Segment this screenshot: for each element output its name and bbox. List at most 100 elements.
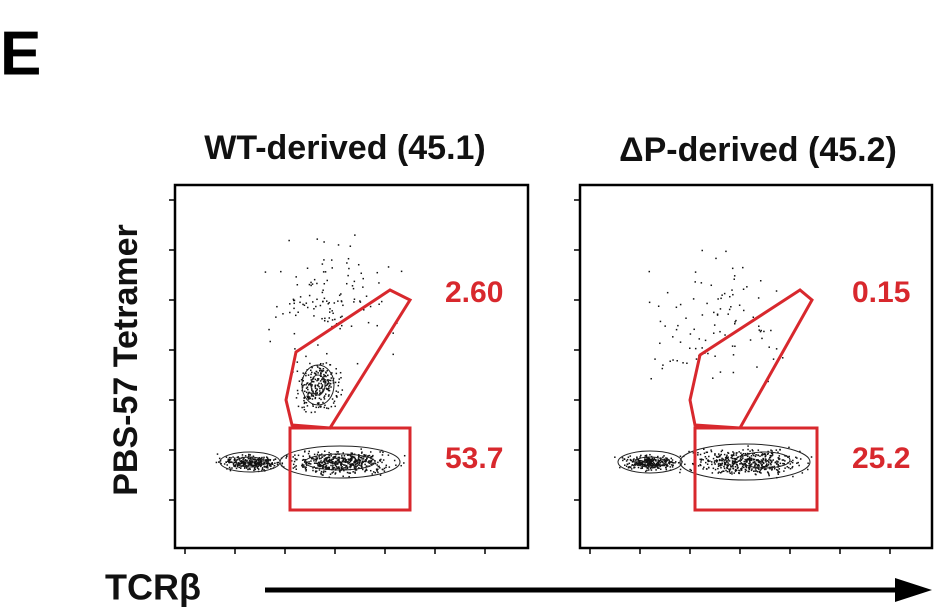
event-dot	[647, 457, 649, 459]
event-dot	[640, 461, 642, 464]
event-dot	[651, 465, 654, 467]
contour	[617, 450, 683, 474]
event-dot	[757, 464, 760, 466]
event-dot	[731, 289, 733, 291]
event-dot	[310, 284, 312, 287]
event-dot	[318, 367, 321, 370]
event-dot	[273, 464, 276, 467]
event-dot	[644, 459, 646, 461]
event-dot	[240, 460, 243, 462]
event-dot	[648, 459, 651, 461]
event-dot	[343, 467, 345, 469]
event-dot	[321, 317, 323, 320]
event-dot	[732, 454, 734, 457]
event-dot	[331, 460, 333, 463]
event-dot	[321, 391, 324, 393]
event-dot	[700, 464, 702, 467]
event-dot	[635, 462, 638, 464]
event-dot	[304, 466, 306, 468]
event-dot	[752, 453, 754, 455]
event-dot	[306, 395, 309, 397]
event-dot	[301, 463, 304, 466]
event-dot	[689, 347, 691, 350]
event-dot	[317, 366, 319, 368]
event-dot	[740, 459, 743, 461]
event-dot	[370, 459, 373, 462]
event-dot	[316, 298, 318, 301]
event-dot	[731, 471, 733, 473]
event-dot	[342, 457, 344, 459]
event-dot	[710, 450, 713, 453]
event-dot	[312, 377, 315, 380]
event-dot	[250, 458, 252, 461]
event-dot	[367, 321, 370, 324]
event-dot	[332, 464, 334, 467]
event-dot	[731, 267, 734, 270]
event-dot	[754, 468, 757, 470]
event-dot	[655, 469, 657, 471]
event-dot	[314, 390, 317, 393]
event-dot	[751, 449, 754, 451]
event-dot	[647, 462, 649, 465]
event-dot	[352, 471, 354, 473]
event-dot	[727, 313, 729, 315]
event-dot	[745, 461, 747, 463]
event-dot	[338, 460, 340, 462]
event-dot	[316, 402, 319, 404]
event-dot	[265, 462, 268, 465]
event-dot	[745, 454, 747, 457]
event-dot	[661, 461, 663, 463]
event-dot	[360, 456, 363, 459]
event-dot	[330, 460, 332, 462]
event-dot	[657, 455, 659, 458]
event-dot	[293, 307, 295, 310]
event-dot	[707, 460, 710, 463]
event-dot	[316, 392, 318, 395]
event-dot	[295, 458, 297, 461]
event-dot	[353, 465, 356, 467]
event-dot	[722, 470, 725, 473]
event-dot	[748, 460, 751, 462]
event-dot	[727, 451, 729, 454]
event-dot	[327, 456, 330, 459]
event-dot	[656, 461, 659, 464]
event-dot	[773, 468, 776, 470]
event-dot	[324, 382, 327, 384]
event-dot	[733, 457, 735, 460]
event-dot	[784, 460, 786, 462]
event-dot	[749, 339, 752, 341]
event-dot	[351, 463, 354, 465]
event-dot	[682, 362, 684, 364]
event-dot	[343, 469, 345, 472]
event-dot	[316, 364, 318, 367]
event-dot	[724, 463, 727, 465]
event-dot	[735, 454, 738, 456]
event-dot	[675, 328, 678, 331]
event-dot	[366, 465, 368, 467]
event-dot	[730, 465, 733, 468]
event-dot	[711, 472, 714, 474]
event-dot	[658, 459, 661, 462]
event-dot	[241, 454, 244, 456]
event-dot	[689, 468, 691, 471]
event-dot	[368, 454, 371, 457]
event-dot	[699, 458, 701, 461]
event-dot	[304, 467, 307, 470]
event-dot	[318, 456, 320, 458]
event-dot	[653, 466, 655, 469]
event-dot	[704, 461, 707, 464]
event-dot	[789, 468, 792, 470]
event-dot	[313, 372, 316, 374]
event-dot	[701, 314, 704, 316]
event-dot	[770, 329, 772, 332]
event-dot	[765, 455, 767, 457]
event-dot	[724, 462, 727, 464]
event-dot	[378, 459, 381, 461]
event-dot	[265, 460, 267, 463]
event-dot	[380, 458, 382, 461]
event-dot	[770, 463, 772, 466]
event-dot	[781, 357, 784, 359]
event-dot	[718, 464, 720, 467]
event-dot	[305, 391, 308, 394]
event-dot	[355, 460, 358, 463]
